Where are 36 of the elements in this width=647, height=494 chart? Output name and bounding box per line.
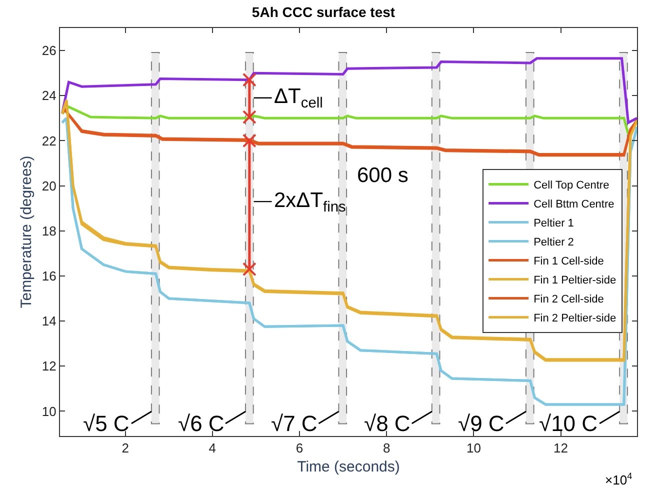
legend-label: Peltier 1 [534, 218, 574, 230]
y-tick-label: 12 [42, 358, 56, 374]
legend-label: Cell Top Centre [534, 180, 610, 192]
band-label: √7 C [271, 411, 318, 436]
band-label: √5 C [83, 411, 130, 436]
x-tick-label: 6 [296, 440, 304, 456]
legend-label: Peltier 2 [534, 236, 574, 249]
y-tick-label: 16 [42, 268, 56, 284]
legend-label: Fin 1 Peltier-side [534, 274, 616, 287]
band-label: √6 C [178, 411, 224, 436]
x-tick-label: 4 [208, 440, 216, 456]
legend-label: Cell Bttm Centre [534, 198, 614, 211]
annotation: ΔT$_{cell}$ [274, 85, 323, 112]
annotation: 2xΔT$_{fins}$ [274, 189, 346, 216]
x-tick-label: 12 [554, 440, 568, 456]
y-axis-title: Temperature (degrees) [18, 156, 36, 308]
band-label: √8 C [364, 411, 410, 436]
x-tick-label: 8 [382, 440, 390, 456]
y-tick-label: 10 [42, 404, 56, 419]
legend-label: Fin 1 Cell-side [534, 256, 604, 268]
band-label: √9 C [458, 411, 504, 436]
y-tick-label: 14 [42, 314, 56, 329]
band-label: √10 C [539, 411, 598, 436]
y-tick-label: 24 [42, 88, 56, 104]
y-tick-label: 20 [42, 178, 56, 194]
text: ×10$^{4}$ [605, 471, 632, 488]
y-tick-label: 22 [42, 133, 56, 148]
x-tick-label: 10 [466, 440, 481, 456]
x-tick-label: 2 [122, 440, 129, 456]
x-axis-title: Time (seconds) [297, 458, 400, 476]
legend-label: Fin 2 Cell-side [534, 294, 604, 306]
annotation: 600 s [357, 164, 408, 187]
legend-label: Fin 2 Peltier-side [534, 312, 616, 325]
y-tick-label: 26 [42, 43, 56, 58]
y-tick-label: 18 [42, 223, 56, 238]
chart-title: 5Ah CCC surface test [252, 4, 396, 20]
